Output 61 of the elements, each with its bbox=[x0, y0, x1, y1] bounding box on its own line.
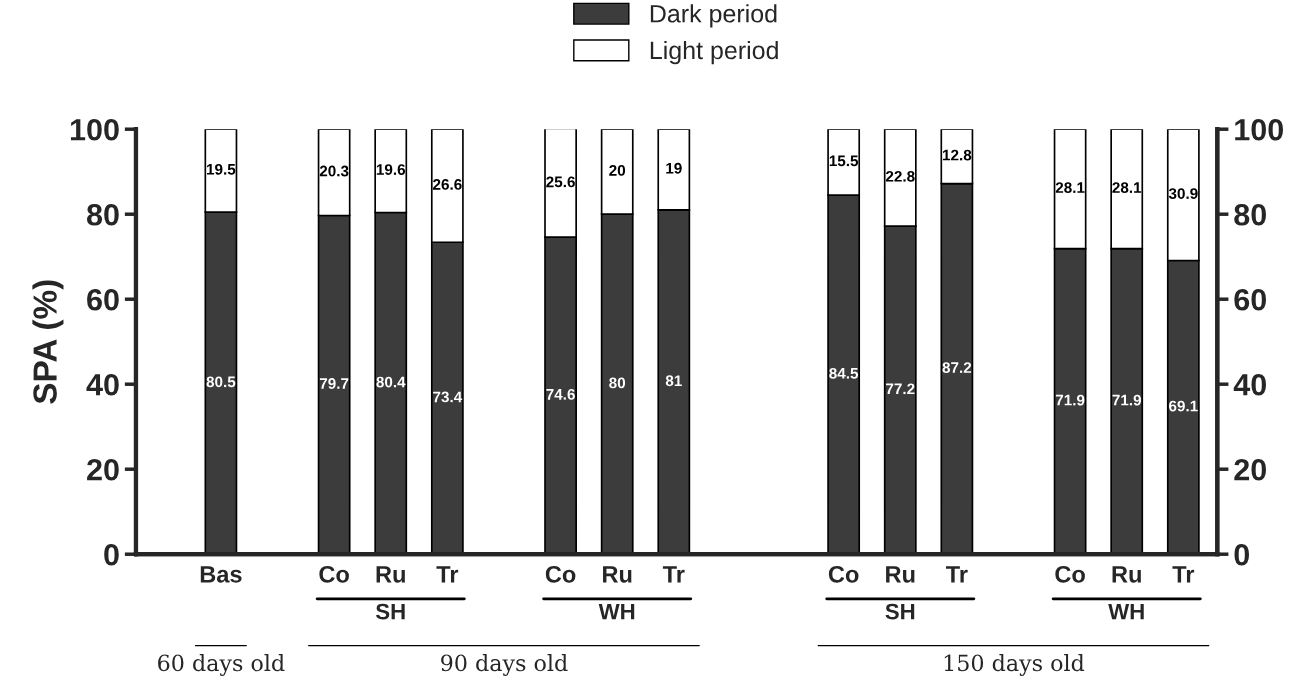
y2-tick-label: 20 bbox=[1234, 458, 1267, 481]
data-label: 71.9 bbox=[1055, 394, 1085, 406]
data-label: 28.1 bbox=[1112, 182, 1142, 194]
data-label: 22.8 bbox=[885, 170, 915, 182]
y-tick-label: 40 bbox=[86, 373, 119, 396]
x-tick-label: Co bbox=[1055, 565, 1085, 583]
text: 90 days old bbox=[441, 654, 568, 676]
x-tick-label: Co bbox=[319, 565, 349, 583]
y2-tick-label: 80 bbox=[1234, 203, 1267, 226]
x-tick-label: Co bbox=[545, 565, 576, 583]
data-label: 19 bbox=[666, 162, 682, 174]
y2-tick-label: 60 bbox=[1234, 288, 1267, 311]
data-label: 69.1 bbox=[1169, 400, 1198, 412]
y-axis-title: SPA (%) bbox=[32, 280, 64, 404]
data-label: 87.2 bbox=[942, 362, 972, 373]
y2-tick-label: 100 bbox=[1235, 118, 1283, 141]
x-tick-label: Tr bbox=[436, 566, 459, 583]
legend-label: Light period bbox=[650, 40, 778, 65]
data-label: 19.5 bbox=[206, 163, 236, 175]
text: WH bbox=[1108, 603, 1144, 620]
y2-tick-label: 40 bbox=[1233, 373, 1267, 396]
data-label: 20.3 bbox=[319, 165, 349, 177]
text: SH bbox=[375, 603, 405, 620]
data-label: 12.8 bbox=[942, 149, 972, 161]
data-label: 71.9 bbox=[1112, 394, 1142, 406]
y-tick-label: 80 bbox=[86, 203, 119, 226]
text: 150 days old bbox=[944, 654, 1085, 676]
data-label: 74.6 bbox=[546, 388, 575, 400]
data-label: 79.7 bbox=[319, 378, 349, 389]
y-tick-label: 60 bbox=[87, 288, 119, 311]
data-label: 84.5 bbox=[829, 367, 859, 379]
x-tick-label: Ru bbox=[1112, 566, 1141, 583]
text: SH bbox=[885, 603, 915, 620]
y-tick-label: 0 bbox=[104, 543, 119, 566]
data-label: 81 bbox=[665, 375, 682, 387]
x-tick-label: Ru bbox=[603, 566, 632, 583]
data-label: 30.9 bbox=[1168, 188, 1198, 199]
data-label: 26.6 bbox=[433, 179, 462, 190]
y-tick-label: 20 bbox=[87, 458, 119, 481]
x-tick-label: Tr bbox=[1172, 566, 1195, 583]
x-tick-label: Tr bbox=[662, 566, 685, 583]
legend-label: Dark period bbox=[650, 4, 777, 28]
y-tick-label: 100 bbox=[70, 118, 119, 141]
x-tick-label: Ru bbox=[886, 566, 915, 583]
data-label: 19.6 bbox=[376, 164, 406, 175]
data-label: 25.6 bbox=[546, 176, 575, 188]
data-label: 80 bbox=[609, 377, 626, 389]
x-tick-label: Bas bbox=[200, 566, 242, 583]
x-tick-label: Co bbox=[828, 565, 859, 583]
x-tick-label: Tr bbox=[945, 566, 968, 583]
data-label: 80.5 bbox=[206, 376, 236, 388]
data-label: 15.5 bbox=[829, 155, 859, 167]
text: WH bbox=[598, 603, 635, 620]
x-tick-label: Ru bbox=[376, 566, 405, 583]
text: 60 days old bbox=[158, 654, 285, 676]
data-label: 28.1 bbox=[1055, 182, 1085, 194]
data-label: 20 bbox=[609, 164, 626, 176]
data-label: 80.4 bbox=[376, 376, 406, 388]
data-label: 77.2 bbox=[886, 383, 915, 395]
data-label: 73.4 bbox=[433, 391, 463, 403]
y2-tick-label: 0 bbox=[1234, 543, 1250, 566]
